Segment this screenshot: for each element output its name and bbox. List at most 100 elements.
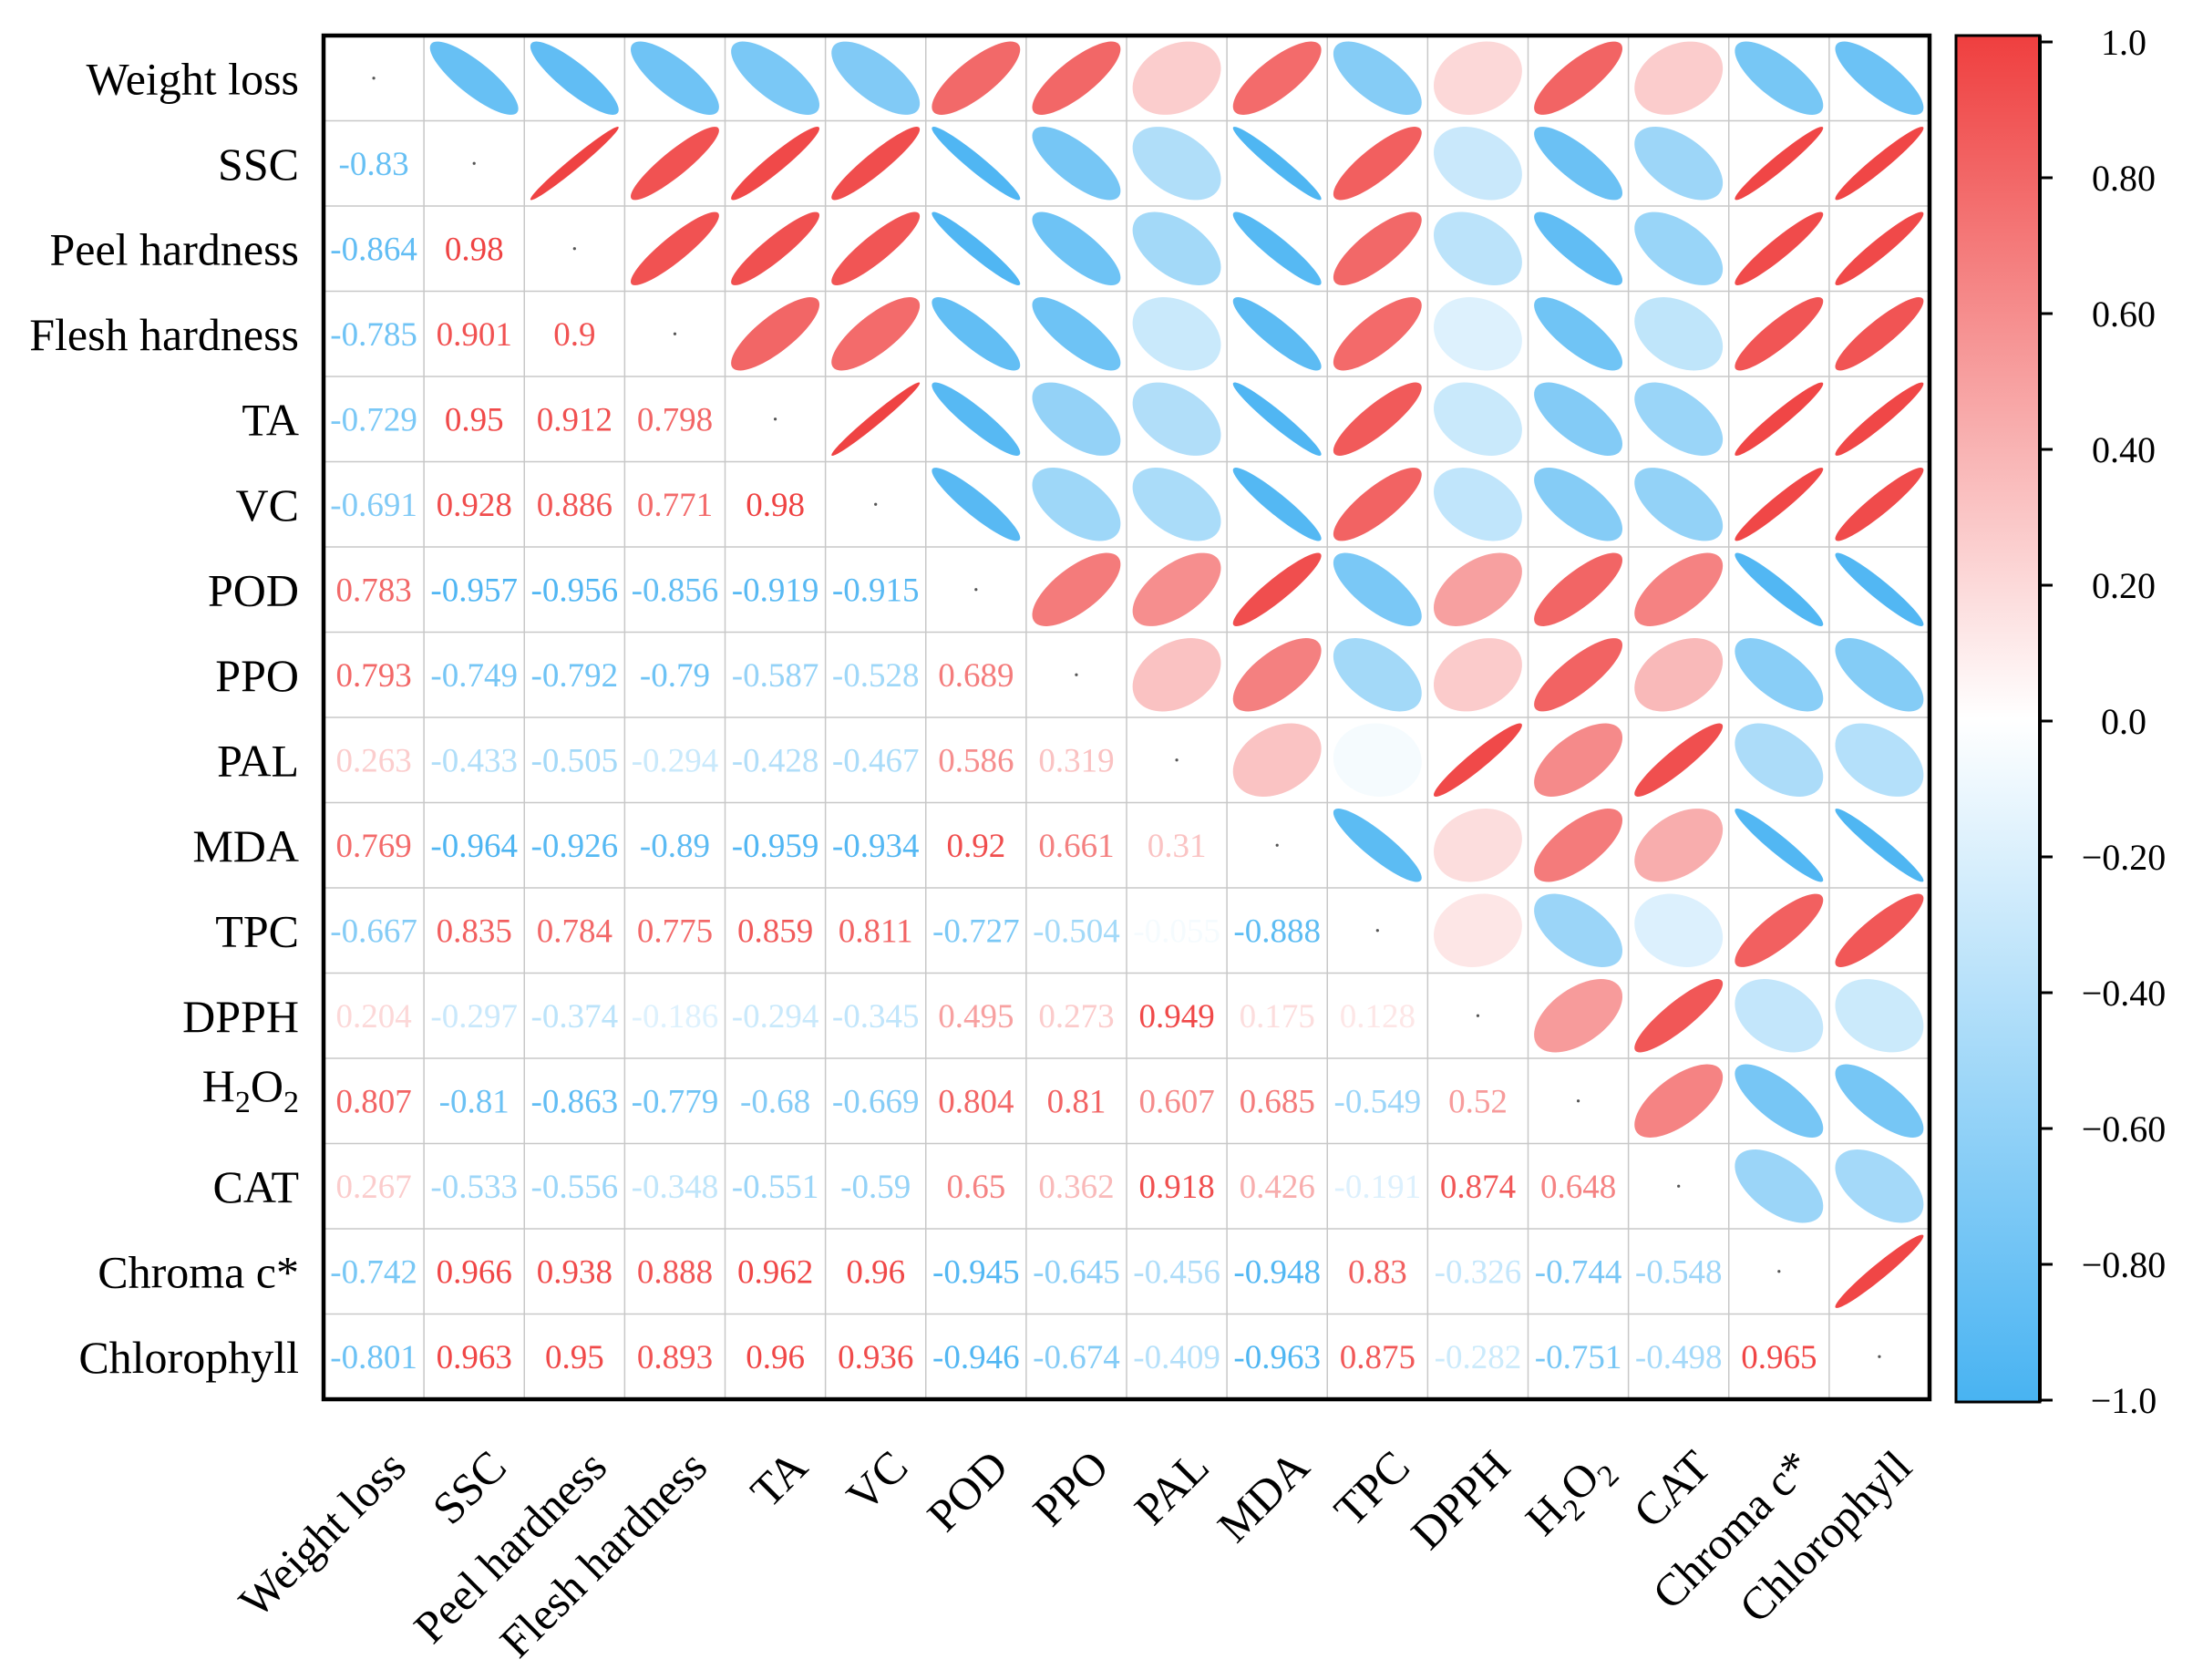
correlation-ellipse [1232, 468, 1322, 541]
correlation-ellipse [1634, 723, 1724, 797]
correlation-value: -0.297 [430, 998, 518, 1036]
correlation-value: 0.96 [846, 1254, 905, 1292]
correlation-ellipse [1433, 552, 1522, 626]
row-label: Chlorophyll [78, 1332, 299, 1383]
correlation-value: -0.645 [1033, 1254, 1120, 1292]
correlation-value: 0.65 [946, 1169, 1005, 1206]
correlation-value: -0.83 [339, 146, 409, 183]
correlation-ellipse [1735, 127, 1824, 201]
correlation-ellipse [731, 41, 819, 115]
row-label: VC [236, 479, 299, 531]
correlation-value: -0.409 [1133, 1339, 1220, 1376]
correlation-value: 0.263 [335, 743, 411, 780]
correlation-value: 0.426 [1240, 1169, 1315, 1206]
correlation-value: -0.456 [1133, 1254, 1220, 1292]
correlation-ellipse [831, 211, 921, 285]
correlation-value: -0.801 [330, 1339, 417, 1376]
correlation-ellipse [1232, 552, 1322, 626]
correlation-ellipse [630, 41, 719, 115]
correlation-value: 0.798 [637, 402, 713, 439]
correlation-ellipse [1534, 979, 1623, 1053]
correlation-value: -0.751 [1535, 1339, 1622, 1376]
diagonal-dot [773, 417, 777, 421]
correlation-ellipse [1835, 638, 1924, 712]
correlation-value: -0.919 [732, 572, 819, 610]
correlation-ellipse [1634, 893, 1724, 967]
correlation-value: 0.793 [335, 657, 411, 695]
correlation-ellipse [1032, 127, 1121, 201]
correlation-ellipse [1735, 1064, 1824, 1138]
correlation-value: 0.771 [637, 487, 713, 524]
correlation-ellipse [1333, 809, 1422, 882]
correlation-ellipse [1333, 468, 1422, 541]
correlation-ellipse [1434, 382, 1522, 456]
correlation-value: 0.918 [1138, 1169, 1214, 1206]
correlation-value: -0.467 [832, 743, 920, 780]
correlation-value: 0.92 [946, 828, 1005, 865]
correlation-value: 0.128 [1340, 998, 1415, 1036]
row-label: POD [208, 564, 299, 615]
correlation-ellipse [1132, 382, 1221, 456]
correlation-value: 0.95 [545, 1339, 604, 1376]
correlation-ellipse [1132, 638, 1221, 712]
correlation-value: 0.495 [938, 998, 1014, 1036]
correlation-marks: -0.83 -0.864 0.98 -0.785 0.901 0.9 -0.729 0.95 0… [330, 41, 1924, 1376]
correlation-ellipse [1735, 211, 1824, 285]
colorbar: 1.0 0.80 0.60 0.40 0.20 0.0 −0.20 −0.40 −0.60 −0.… [1954, 22, 2167, 1421]
correlation-ellipse [831, 382, 921, 456]
correlation-ellipse [1032, 552, 1121, 626]
correlation-value: 0.804 [938, 1084, 1014, 1121]
row-label: MDA [192, 820, 299, 871]
correlation-value: -0.505 [531, 743, 619, 780]
correlation-ellipse [1835, 211, 1924, 285]
correlation-ellipse [1333, 297, 1422, 371]
diagonal-dot [874, 502, 878, 506]
correlation-value: 0.928 [437, 487, 512, 524]
row-label: H2O2 [202, 1060, 299, 1119]
diagonal-dot [673, 332, 677, 335]
correlation-ellipse [1835, 552, 1924, 626]
colorbar-tick-label: −0.60 [2082, 1108, 2167, 1149]
correlation-ellipse [1132, 552, 1221, 626]
correlation-value: -0.428 [732, 743, 819, 780]
correlation-value: -0.81 [439, 1084, 510, 1121]
correlation-ellipse [1735, 552, 1824, 626]
correlation-value: 0.96 [746, 1339, 805, 1376]
correlation-ellipse [530, 127, 619, 201]
correlation-value: -0.945 [932, 1254, 1020, 1292]
correlation-ellipse [530, 41, 619, 115]
correlation-ellipse [1333, 552, 1422, 626]
correlation-ellipse [1835, 723, 1924, 797]
correlation-value: -0.915 [832, 572, 920, 610]
correlation-ellipse [932, 468, 1021, 541]
row-label: CAT [213, 1161, 299, 1212]
column-label: H2O2 [1516, 1440, 1626, 1551]
correlation-ellipse [1534, 211, 1623, 285]
correlation-ellipse [1735, 297, 1824, 371]
correlation-value: -0.863 [531, 1084, 619, 1121]
correlation-ellipse [1735, 1149, 1824, 1223]
correlation-value: -0.191 [1334, 1169, 1422, 1206]
correlation-value: 0.783 [335, 572, 411, 610]
correlation-value: 0.811 [839, 913, 913, 951]
row-label: Chroma c* [98, 1246, 299, 1297]
correlation-ellipse [1735, 382, 1824, 456]
correlation-ellipse [1634, 41, 1724, 115]
diagonal-dot [1576, 1099, 1580, 1103]
correlation-value: 0.835 [437, 913, 512, 951]
correlation-ellipse [1434, 893, 1522, 967]
correlation-ellipse [1835, 382, 1924, 456]
correlation-ellipse [1835, 127, 1924, 201]
correlation-ellipse [1132, 297, 1221, 371]
correlation-ellipse [1835, 1234, 1924, 1308]
correlation-value: 0.807 [335, 1084, 411, 1121]
colorbar-tick-label: −0.80 [2082, 1244, 2167, 1285]
correlation-ellipse [631, 211, 719, 285]
diagonal-dot [1878, 1355, 1881, 1358]
correlation-ellipse [1032, 41, 1121, 115]
correlation-ellipse [1433, 297, 1522, 371]
colorbar-tick-label: 0.60 [2092, 294, 2156, 335]
correlation-ellipse [1634, 638, 1724, 712]
correlation-ellipse [1232, 638, 1322, 712]
correlation-ellipse [1132, 41, 1221, 115]
